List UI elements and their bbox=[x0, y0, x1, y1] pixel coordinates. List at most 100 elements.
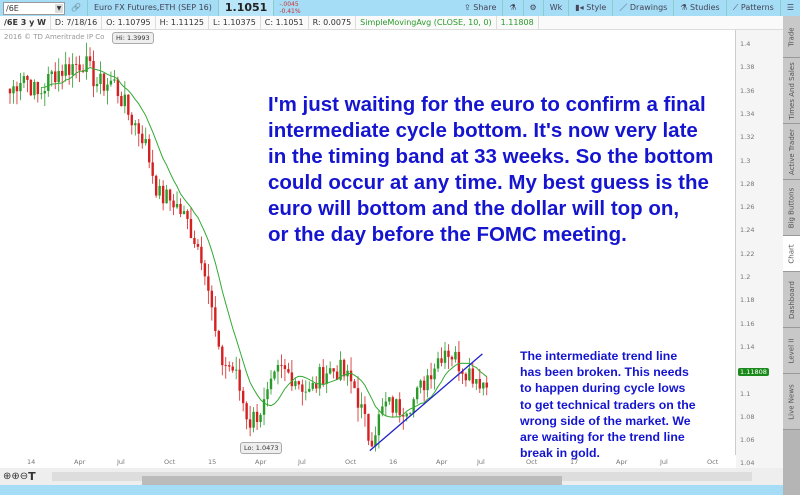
candle-body bbox=[398, 399, 401, 416]
y-tick: 1.36 bbox=[740, 86, 755, 95]
candle-body bbox=[196, 244, 200, 247]
candle-body bbox=[165, 189, 168, 204]
y-tick: 1.3 bbox=[740, 156, 751, 165]
candle-body bbox=[429, 375, 433, 380]
candle-body bbox=[304, 391, 307, 393]
candle-body bbox=[325, 373, 328, 384]
tab-trade[interactable]: Trade bbox=[783, 16, 800, 58]
candle-body bbox=[356, 388, 360, 408]
price-change: -.0045 -0.41% bbox=[279, 1, 301, 15]
date-axis[interactable]: 14 Apr Jul Oct 15 Apr Jul Oct 16 Apr Jul Oct 17 Apr Ju… bbox=[0, 455, 736, 468]
x-tick: Apr bbox=[616, 458, 628, 466]
candle-body bbox=[182, 211, 186, 215]
candle-body bbox=[384, 401, 388, 407]
candle-body bbox=[461, 371, 464, 374]
candle-body bbox=[168, 189, 172, 201]
candle-body bbox=[238, 369, 241, 391]
toolbar: /6E ▼ 🔗 Euro FX Futures,ETH (SEP 16) 1.10… bbox=[0, 0, 800, 16]
candle-body bbox=[273, 371, 276, 379]
close-value: C: 1.1051 bbox=[261, 16, 309, 29]
y-tick: 1.24 bbox=[740, 226, 755, 235]
candle-body bbox=[74, 64, 78, 65]
candle-body bbox=[332, 368, 335, 372]
studies-button[interactable]: ⚗ Studies bbox=[674, 0, 727, 16]
candle-body bbox=[78, 64, 81, 71]
y-tick: 1.06 bbox=[740, 436, 755, 445]
side-tabs: Trade Times And Sales Active Trader Big But… bbox=[783, 16, 800, 495]
candle-body bbox=[450, 356, 454, 360]
price-axis[interactable]: 1.11808 1.4 1.38 1.36 1.34 1.32 1.3 1.28 1.26 1.2… bbox=[736, 30, 783, 470]
scrollbar-thumb[interactable] bbox=[142, 476, 562, 485]
candle-body bbox=[95, 84, 99, 87]
candle-body bbox=[235, 369, 238, 371]
candle-body bbox=[349, 370, 353, 382]
symbol-input[interactable]: /6E ▼ bbox=[3, 1, 65, 15]
candle-body bbox=[482, 382, 485, 389]
link-icon[interactable]: 🔗 bbox=[65, 0, 88, 16]
candle-body bbox=[179, 203, 182, 215]
tab-times-and-sales[interactable]: Times And Sales bbox=[783, 58, 800, 124]
flask-icon[interactable]: ⚗ bbox=[503, 0, 524, 16]
candle-body bbox=[92, 61, 95, 87]
instrument-name: Euro FX Futures,ETH (SEP 16) bbox=[88, 0, 219, 16]
aggregation-button[interactable]: Wk bbox=[544, 0, 570, 16]
candle-body bbox=[464, 373, 468, 381]
candle-body bbox=[447, 350, 450, 357]
tab-live-news[interactable]: Live News bbox=[783, 374, 800, 430]
x-tick: 17 bbox=[570, 458, 579, 466]
gear-icon[interactable]: ⚙ bbox=[524, 0, 544, 16]
candle-body bbox=[381, 406, 384, 415]
x-tick: Jul bbox=[117, 458, 125, 466]
candle-body bbox=[443, 350, 447, 363]
candle-body bbox=[106, 84, 109, 91]
candle-body bbox=[426, 375, 429, 391]
candle-body bbox=[109, 80, 113, 85]
text-tool-icon[interactable]: T bbox=[28, 470, 36, 483]
menu-icon[interactable]: ☰ bbox=[786, 3, 794, 12]
price-chart bbox=[8, 42, 488, 452]
low-value: L: 1.10375 bbox=[209, 16, 261, 29]
candle-body bbox=[172, 200, 175, 208]
chart-area[interactable] bbox=[0, 30, 736, 455]
tab-level-ii[interactable]: Level II bbox=[783, 328, 800, 374]
zoom-out-icon[interactable]: ⊖ bbox=[19, 471, 29, 482]
candle-body bbox=[259, 414, 262, 423]
tab-big-buttons[interactable]: Big Buttons bbox=[783, 180, 800, 236]
patterns-button[interactable]: ⟋ Patterns bbox=[727, 0, 781, 16]
candle-body bbox=[130, 114, 133, 126]
x-tick: Apr bbox=[436, 458, 448, 466]
drawings-button[interactable]: ／ Drawings bbox=[613, 0, 675, 16]
y-tick: 1.32 bbox=[740, 133, 755, 142]
candle-body bbox=[280, 364, 283, 366]
crosshair-icon[interactable]: ⊕ bbox=[3, 471, 12, 482]
share-button[interactable]: ⇪ Share bbox=[458, 0, 504, 16]
candle-body bbox=[214, 307, 217, 331]
scrollbar[interactable] bbox=[52, 472, 752, 485]
study-label[interactable]: SimpleMovingAvg (CLOSE, 10, 0) bbox=[356, 16, 497, 29]
style-button[interactable]: ▮◂ Style bbox=[569, 0, 614, 16]
candle-body bbox=[422, 380, 426, 391]
candle-body bbox=[370, 440, 374, 447]
zoom-in-icon[interactable]: ⊕ bbox=[11, 471, 20, 482]
y-tick: 1.14 bbox=[740, 342, 755, 351]
tab-chart[interactable]: Chart bbox=[783, 236, 800, 272]
y-tick: 1.34 bbox=[740, 109, 755, 118]
candle-body bbox=[231, 366, 234, 371]
x-tick: Apr bbox=[255, 458, 267, 466]
candle-body bbox=[409, 413, 412, 414]
high-label: Hi: 1.3993 bbox=[112, 32, 154, 44]
candle-body bbox=[252, 411, 255, 428]
candle-body bbox=[367, 413, 370, 441]
candle-body bbox=[189, 218, 193, 238]
chevron-down-icon[interactable]: ▼ bbox=[55, 3, 63, 13]
y-tick: 1.28 bbox=[740, 179, 755, 188]
x-tick: 16 bbox=[389, 458, 398, 466]
tab-dashboard[interactable]: Dashboard bbox=[783, 272, 800, 328]
y-tick: 1.04 bbox=[740, 459, 755, 468]
candle-body bbox=[322, 367, 325, 384]
candle-body bbox=[120, 96, 123, 107]
info-row: /6E 3 y W D: 7/18/16 O: 1.10795 H: 1.111… bbox=[0, 16, 783, 30]
candle-body bbox=[363, 404, 367, 414]
tab-active-trader[interactable]: Active Trader bbox=[783, 124, 800, 180]
candle-body bbox=[47, 73, 50, 91]
